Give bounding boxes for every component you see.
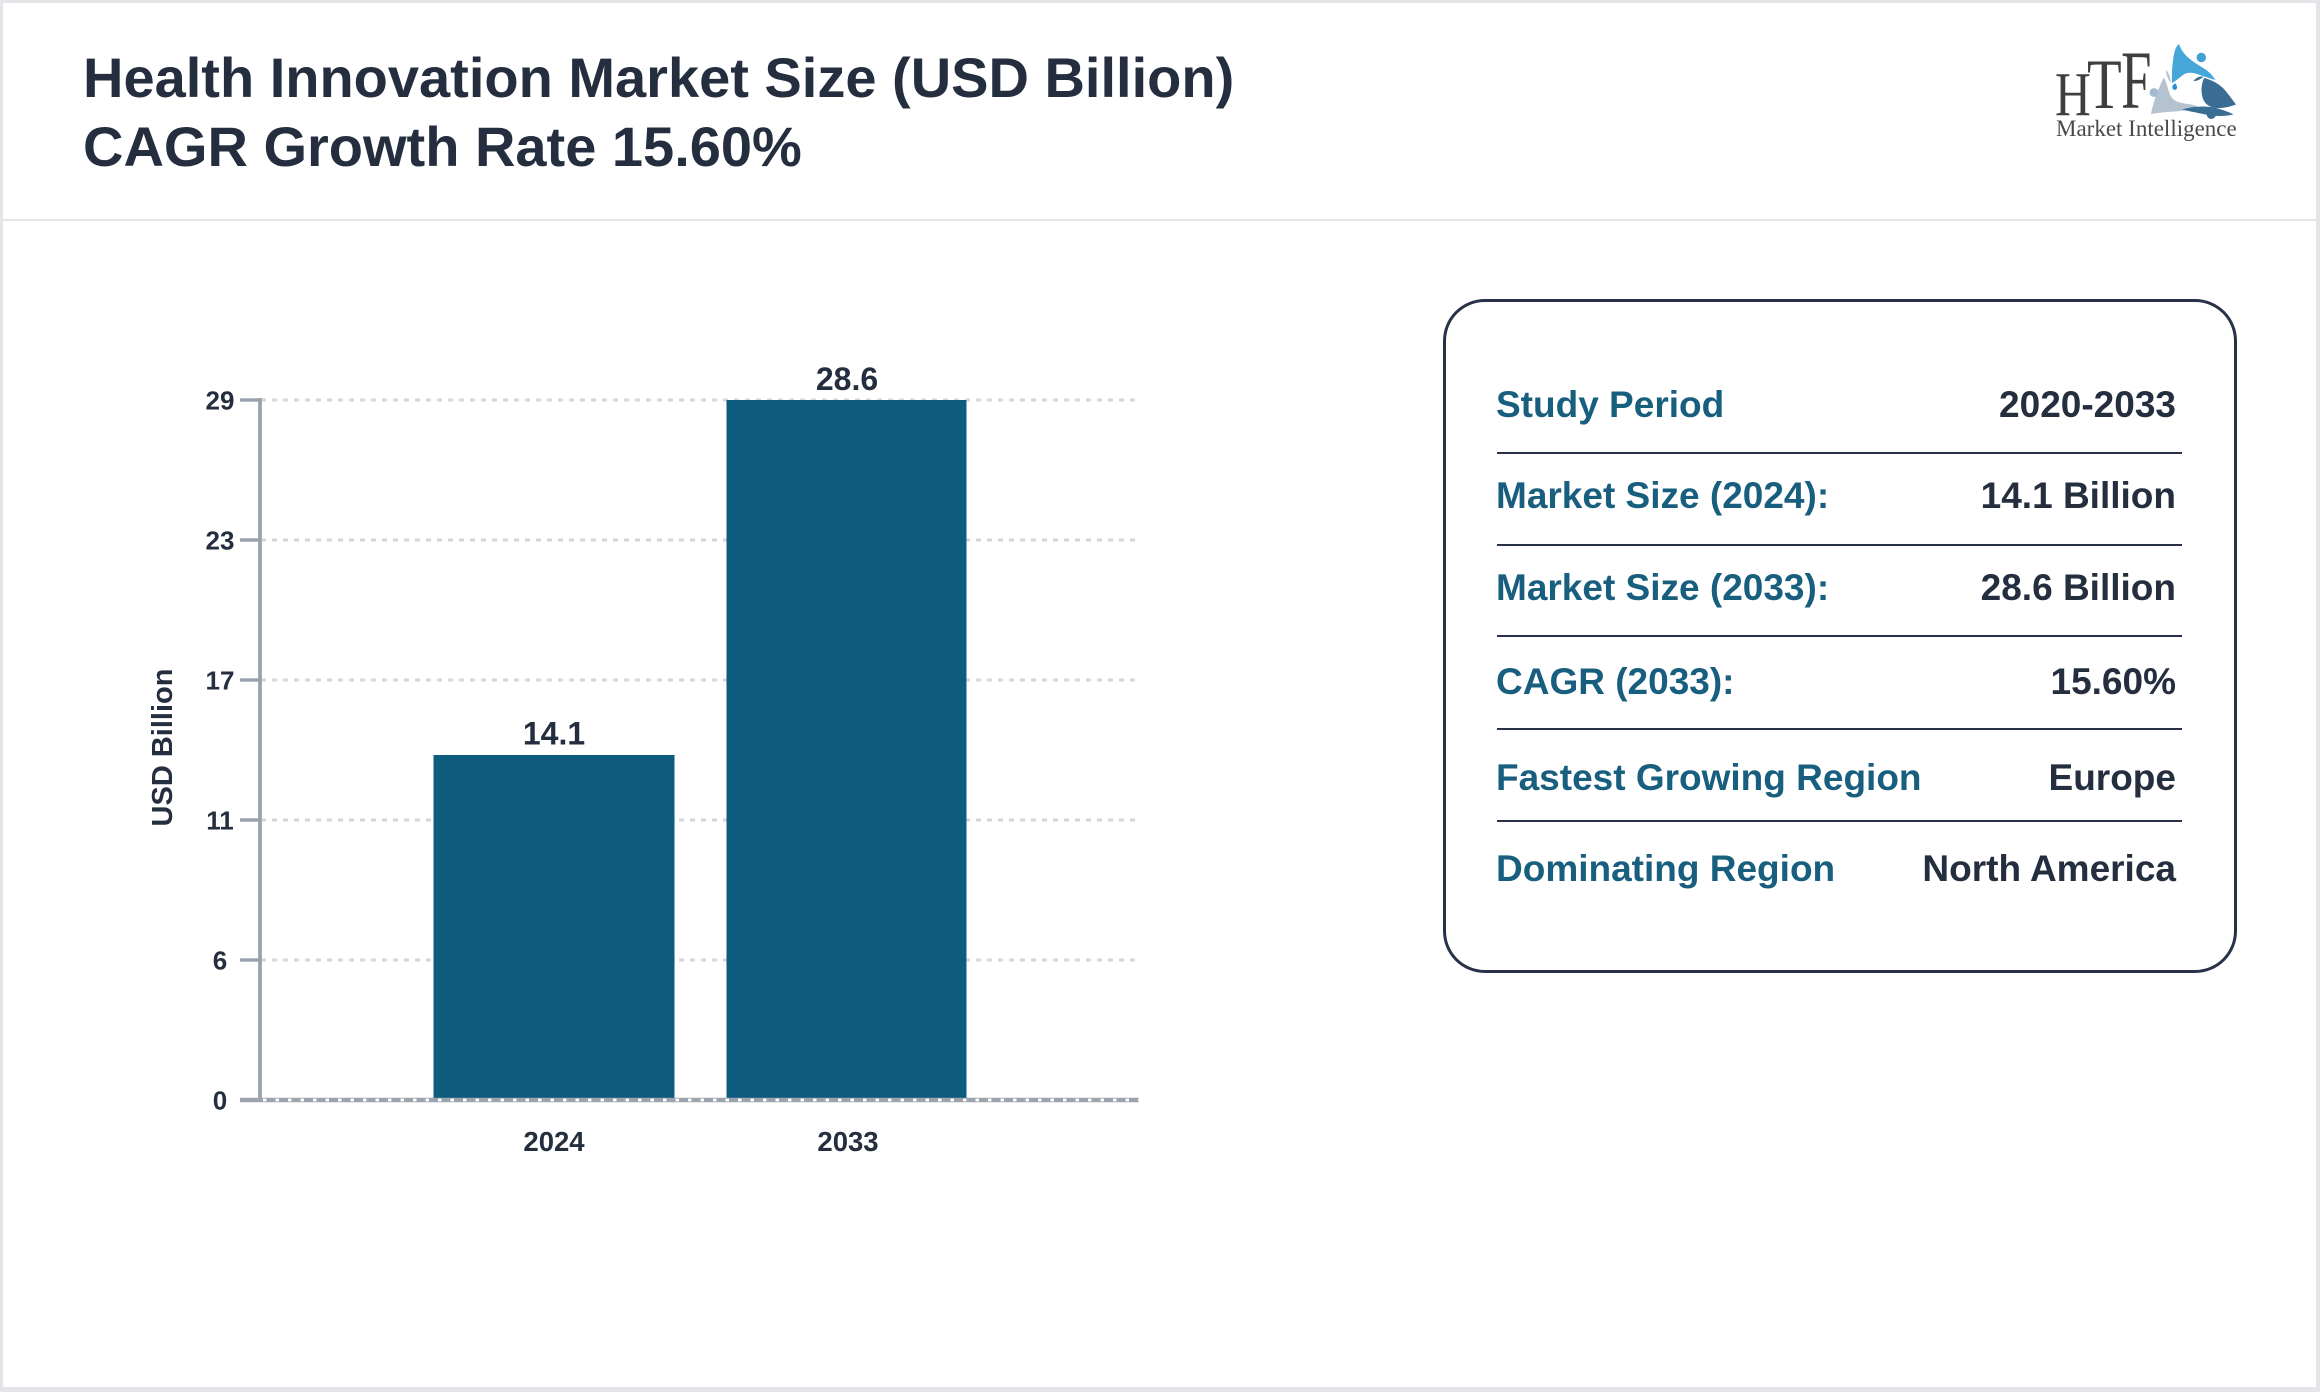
svg-text:2033: 2033 <box>817 1126 878 1157</box>
svg-text:6: 6 <box>213 946 227 976</box>
svg-text:14.1: 14.1 <box>523 716 585 752</box>
svg-text:11: 11 <box>206 806 234 836</box>
svg-text:23: 23 <box>206 526 235 556</box>
svg-text:28.6: 28.6 <box>816 361 878 397</box>
svg-text:2024: 2024 <box>523 1126 585 1157</box>
svg-text:0: 0 <box>213 1086 227 1116</box>
svg-text:USD Billion: USD Billion <box>147 669 179 827</box>
svg-text:17: 17 <box>206 666 235 696</box>
svg-text:29: 29 <box>206 386 235 416</box>
